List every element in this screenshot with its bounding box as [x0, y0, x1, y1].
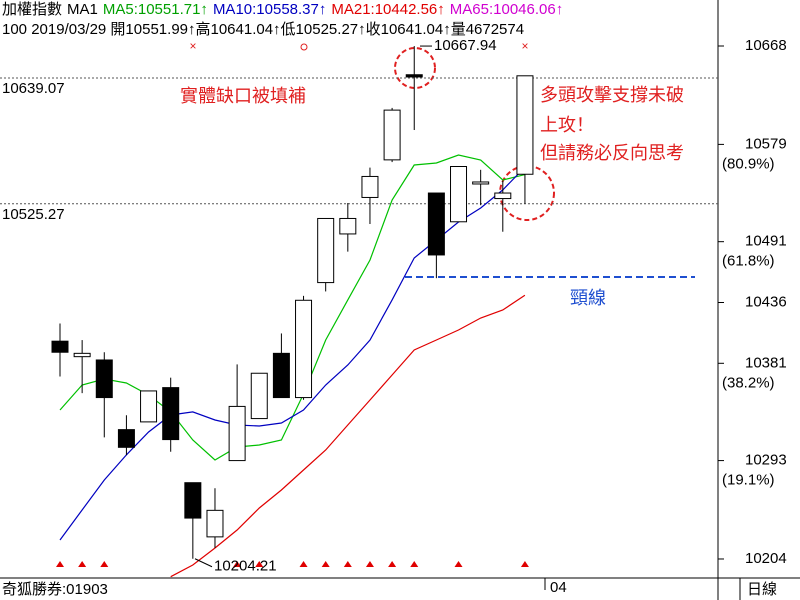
annotation: 實體缺口被填補	[180, 86, 306, 106]
signal-triangle	[78, 561, 87, 567]
reference-label: 10525.27	[2, 206, 65, 223]
y-tick-label: 10668	[745, 37, 787, 54]
neckline-label: 頸線	[570, 288, 606, 308]
header: 加權指數 MA1 MA5:10551.71↑ MA10:10558.37↑ MA21:1…	[2, 1, 563, 18]
marker: ×	[189, 39, 196, 53]
low-label: 10204.21	[214, 558, 277, 575]
candle-body	[272, 352, 290, 399]
fib-label: (38.2%)	[722, 374, 775, 391]
signal-triangle	[56, 561, 64, 567]
candle-body	[450, 166, 468, 223]
header-item: MA5:10551.71↑	[103, 1, 208, 18]
fib-label: (80.9%)	[722, 155, 775, 172]
ma-line	[170, 294, 526, 578]
footer-left: 奇狐勝券:01903	[2, 581, 108, 598]
signal-triangle	[321, 561, 330, 567]
signal-triangle	[299, 561, 308, 567]
signal-markers	[56, 561, 529, 567]
header-item: MA10:10558.37↑	[213, 1, 326, 18]
y-tick-label: 10381	[745, 354, 787, 371]
header-item: MA1	[67, 1, 98, 18]
ma-line	[59, 166, 526, 541]
candle-body	[206, 509, 224, 538]
signal-triangle	[233, 561, 242, 567]
signal-triangle	[365, 561, 374, 567]
candle-body	[162, 387, 180, 441]
leader	[194, 558, 213, 568]
candle-body	[95, 359, 113, 399]
annotation: 多頭攻擊支撐未破	[540, 85, 684, 105]
candle-body	[51, 340, 69, 353]
y-tick-label: 10579	[745, 135, 787, 152]
period-label: 04	[550, 579, 567, 596]
y-tick-label: 10293	[745, 452, 787, 469]
candle-body	[317, 217, 335, 284]
candle-body	[361, 175, 379, 198]
y-tick-label: 10436	[745, 293, 787, 310]
candle-body	[427, 192, 445, 256]
header-item: 加權指數	[2, 1, 62, 18]
marker	[300, 43, 308, 51]
reference-label: 10639.07	[2, 80, 65, 97]
candle-body	[516, 75, 534, 175]
candle-body	[295, 299, 313, 399]
candle-body	[140, 390, 158, 423]
signal-triangle	[454, 561, 463, 567]
highlight-circle	[394, 47, 436, 89]
candle-body	[472, 181, 490, 185]
candle-body	[73, 352, 91, 358]
candle-body	[494, 192, 512, 200]
subheader: 100 2019/03/29 開10551.99↑高10641.04↑低1052…	[2, 21, 524, 38]
annotation: 上攻！	[540, 115, 594, 135]
annotation: 但請務必反向思考	[540, 143, 684, 163]
fib-label: (61.8%)	[722, 253, 775, 270]
candle-body	[383, 109, 401, 161]
candle-body	[117, 429, 135, 448]
plot	[51, 46, 534, 578]
signal-triangle	[388, 561, 397, 567]
fib-label: (19.1%)	[722, 472, 775, 489]
signal-triangle	[520, 561, 529, 567]
high-label: 10667.94	[434, 37, 497, 54]
marker: ×	[521, 39, 528, 53]
candle-body	[228, 405, 246, 462]
candle-body	[250, 372, 268, 420]
y-tick-label: 10204	[745, 550, 787, 567]
signal-triangle	[100, 561, 109, 567]
candle-body	[405, 74, 423, 78]
candle-body	[339, 217, 357, 235]
y-tick-label: 10491	[745, 233, 787, 250]
header-item: MA21:10442.56↑	[331, 1, 444, 18]
signal-triangle	[410, 561, 419, 567]
signal-triangle	[255, 561, 264, 567]
candle-body	[184, 482, 202, 519]
signal-triangle	[343, 561, 352, 567]
footer-right: 日線	[747, 581, 777, 598]
header-item: MA65:10046.06↑	[450, 1, 563, 18]
